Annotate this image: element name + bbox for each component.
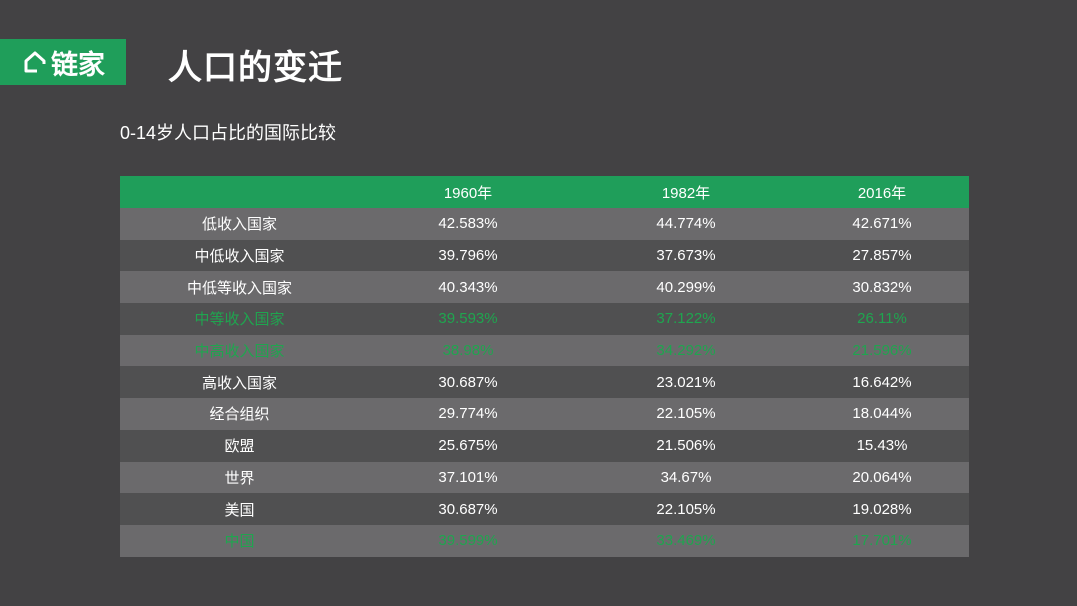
table-cell: 16.642%	[852, 373, 912, 391]
table-cell: 42.583%	[438, 215, 498, 233]
row-label: 中高收入国家	[194, 343, 285, 361]
table-row: 中等收入国家 39.593% 37.122% 26.11%	[120, 303, 969, 335]
comparison-table: 1960年 1982年 2016年 低收入国家 42.583% 44.774% 42.…	[120, 176, 969, 557]
table-header-row: 1960年 1982年 2016年	[120, 176, 969, 208]
table-cell: 30.687%	[438, 500, 498, 518]
table-cell: 38.98%	[442, 342, 494, 360]
table-cell: 22.105%	[656, 405, 716, 423]
table-row: 高收入国家 30.687% 23.021% 16.642%	[120, 366, 969, 399]
brand-logo-text: 链家	[51, 49, 105, 80]
row-label: 欧盟	[224, 438, 255, 456]
table-cell: 19.028%	[852, 500, 912, 518]
table-row: 中高收入国家 38.98% 34.292% 21.596%	[120, 334, 969, 367]
header-cell-1982: 1982年	[661, 184, 711, 202]
table-cell: 33.469%	[656, 532, 716, 550]
table-row: 经合组织 29.774% 22.105% 18.044%	[120, 398, 969, 430]
row-label: 中低收入国家	[194, 248, 285, 266]
table-cell: 30.687%	[438, 373, 498, 391]
table-cell: 22.105%	[656, 500, 716, 518]
row-label: 中国	[224, 533, 255, 551]
table-cell: 15.43%	[856, 437, 908, 455]
table-cell: 25.675%	[438, 437, 498, 455]
table-cell: 18.044%	[852, 405, 912, 423]
table-cell: 39.796%	[438, 247, 498, 265]
table-cell: 42.671%	[852, 215, 912, 233]
table-cell: 37.101%	[438, 468, 498, 486]
table-cell: 29.774%	[438, 405, 498, 423]
table-cell: 21.596%	[852, 342, 912, 360]
brand-logo: 链家	[0, 39, 126, 85]
house-icon	[23, 50, 47, 74]
table-cell: 37.122%	[656, 310, 716, 328]
table-cell: 20.064%	[852, 468, 912, 486]
row-label: 中低等收入国家	[186, 279, 292, 297]
table-cell: 23.021%	[656, 373, 716, 391]
header-cell-1960: 1960年	[443, 184, 493, 202]
table-row: 中国 39.599% 33.469% 17.701%	[120, 524, 969, 557]
table-cell: 44.774%	[656, 215, 716, 233]
row-label: 经合组织	[209, 406, 270, 424]
row-label: 世界	[224, 469, 255, 487]
table-cell: 39.599%	[438, 532, 498, 550]
table-cell: 30.832%	[852, 278, 912, 296]
table-cell: 40.343%	[438, 278, 498, 296]
table-cell: 17.701%	[852, 532, 912, 550]
table-row: 中低收入国家 39.796% 37.673% 27.857%	[120, 239, 969, 272]
table-cell: 27.857%	[852, 247, 912, 265]
row-label: 中等收入国家	[194, 311, 285, 329]
row-label: 美国	[224, 501, 255, 519]
page-title: 人口的变迁	[168, 49, 343, 87]
table-cell: 26.11%	[857, 310, 907, 328]
table-cell: 34.67%	[660, 468, 712, 486]
table-row: 美国 30.687% 22.105% 19.028%	[120, 493, 969, 525]
table-caption: 0-14岁人口占比的国际比较	[120, 123, 337, 143]
table-row: 欧盟 25.675% 21.506% 15.43%	[120, 429, 969, 462]
row-label: 低收入国家	[201, 216, 277, 234]
table-cell: 40.299%	[656, 278, 716, 296]
header-cell-2016: 2016年	[857, 184, 907, 202]
header-cell-blank	[120, 176, 359, 208]
row-label: 高收入国家	[201, 374, 277, 392]
table-row: 低收入国家 42.583% 44.774% 42.671%	[120, 208, 969, 240]
table-cell: 34.292%	[656, 342, 716, 360]
table-cell: 37.673%	[656, 247, 716, 265]
table-cell: 39.593%	[438, 310, 498, 328]
table-row: 世界 37.101% 34.67% 20.064%	[120, 461, 969, 494]
table-row: 中低等收入国家 40.343% 40.299% 30.832%	[120, 271, 969, 304]
table-cell: 21.506%	[656, 437, 716, 455]
